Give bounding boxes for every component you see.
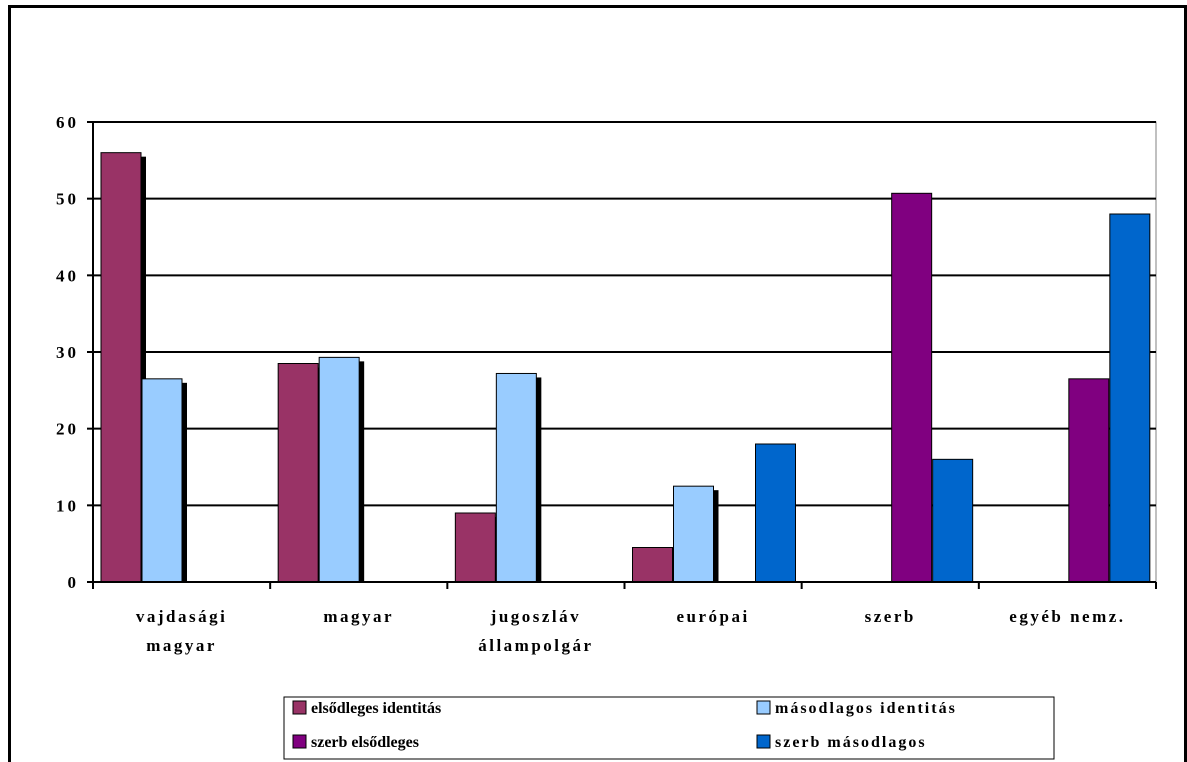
category-label: szerb xyxy=(865,607,916,626)
legend: elsődleges identitás másodlagos identitás… xyxy=(283,696,1055,760)
category-label: jugoszláv xyxy=(490,607,582,626)
bar-2-4 xyxy=(673,485,714,583)
category-label: vajdasági xyxy=(136,607,227,626)
gridlines xyxy=(93,121,1156,507)
bar-3-6 xyxy=(1068,378,1110,583)
chart-frame xyxy=(8,5,1187,762)
bar-2-2 xyxy=(318,356,360,583)
category-label: magyar xyxy=(323,607,394,626)
category-label: egyéb nemz. xyxy=(1009,607,1125,626)
bar-1-2 xyxy=(277,363,319,583)
bar-2-1 xyxy=(141,378,183,583)
y-tick-label: 20 xyxy=(56,420,79,439)
category-label: magyar xyxy=(146,636,217,655)
category-label: állampolgár xyxy=(478,636,593,655)
x-axis-categories: vajdasági magyar magyar jugoszláv állampolgá… xyxy=(136,607,1125,655)
legend-label: elsődleges identitás xyxy=(311,700,441,717)
y-tick-label: 60 xyxy=(56,113,79,132)
legend-label: szerb másodlagos xyxy=(775,734,927,751)
bar-4-5 xyxy=(932,458,974,583)
bar-1-1 xyxy=(100,152,142,583)
bars xyxy=(100,152,1151,583)
legend-swatch xyxy=(756,700,771,715)
bar-4-4 xyxy=(755,443,796,583)
y-tick-label: 50 xyxy=(56,190,79,209)
bar-2-3 xyxy=(495,372,537,583)
y-tick-label: 10 xyxy=(56,496,79,515)
legend-label: másodlagos identitás xyxy=(775,700,957,717)
y-axis-ticks: 0 10 20 30 40 50 60 xyxy=(56,113,80,592)
category-label: európai xyxy=(676,607,749,626)
bar-1-4 xyxy=(632,547,673,583)
y-tick-label: 0 xyxy=(68,573,80,592)
y-tick-label: 30 xyxy=(56,343,79,362)
bar-1-3 xyxy=(454,512,496,583)
legend-label: szerb elsődleges xyxy=(311,734,419,751)
y-tick-label: 40 xyxy=(56,266,79,285)
bar-4-6 xyxy=(1109,213,1151,583)
axes xyxy=(87,121,1157,589)
legend-swatch xyxy=(756,734,771,749)
legend-swatch xyxy=(292,700,307,715)
bar-3-5 xyxy=(891,192,933,583)
legend-box xyxy=(283,696,1055,760)
legend-swatch xyxy=(292,734,307,749)
